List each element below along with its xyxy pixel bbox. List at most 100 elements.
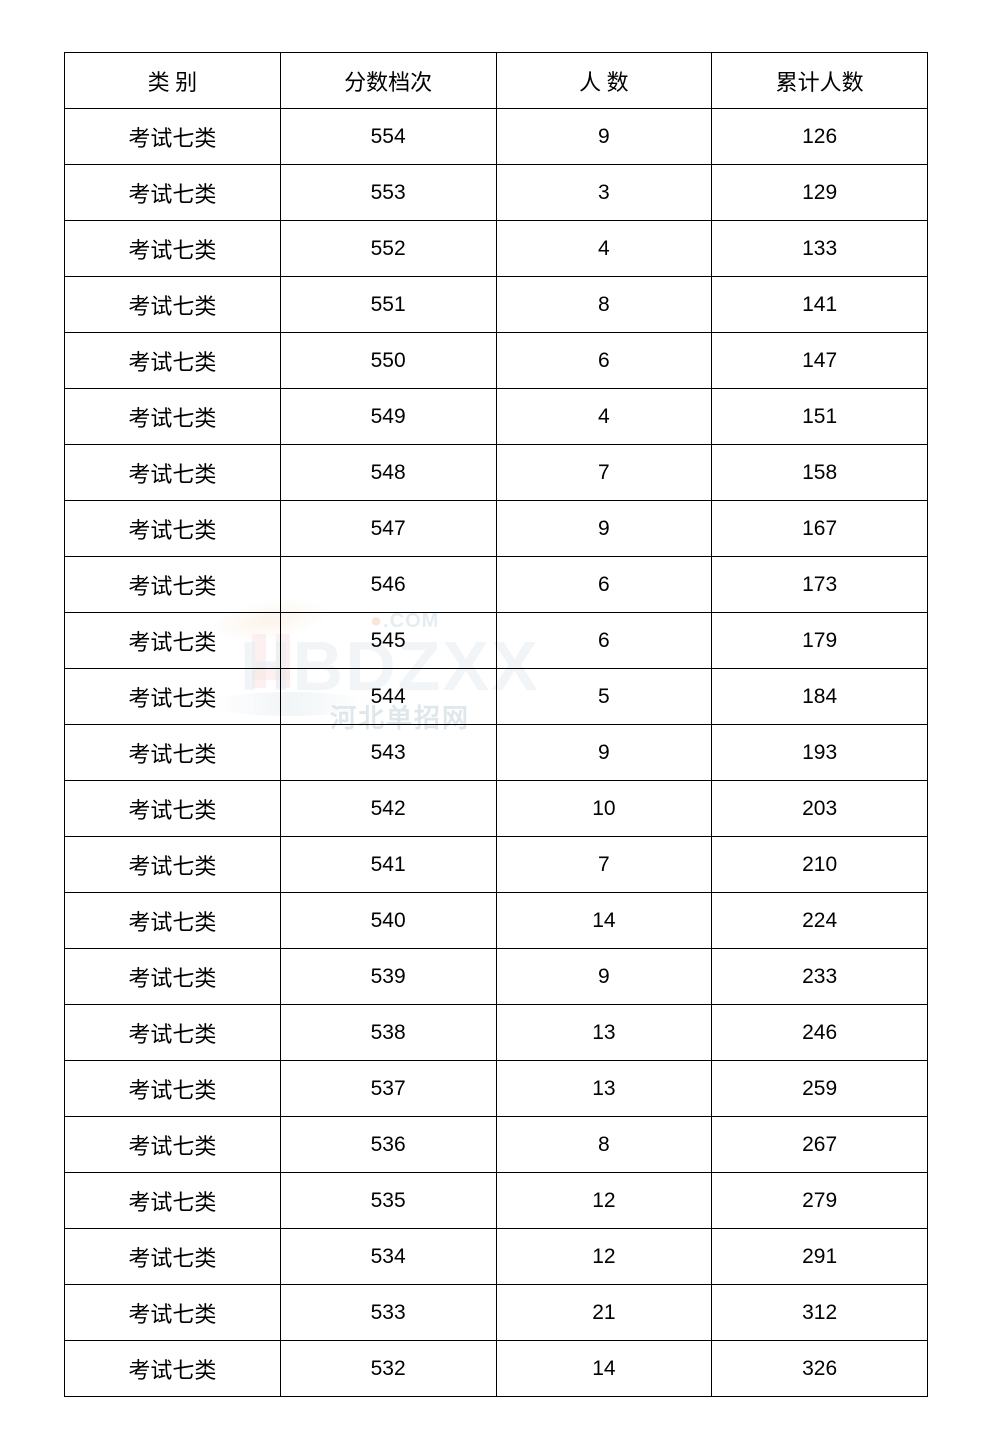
table-row: 考试七类5518141	[65, 277, 928, 333]
cell-count: 8	[496, 277, 712, 333]
cell-cumulative: 179	[712, 613, 928, 669]
cell-category: 考试七类	[65, 837, 281, 893]
cell-cumulative: 233	[712, 949, 928, 1005]
cell-cumulative: 291	[712, 1229, 928, 1285]
cell-cumulative: 173	[712, 557, 928, 613]
cell-score: 552	[280, 221, 496, 277]
score-table: 类 别 分数档次 人 数 累计人数 考试七类5549126考试七类5533129…	[64, 52, 928, 1397]
cell-count: 9	[496, 949, 712, 1005]
cell-count: 12	[496, 1229, 712, 1285]
cell-score: 553	[280, 165, 496, 221]
cell-cumulative: 312	[712, 1285, 928, 1341]
cell-count: 8	[496, 1117, 712, 1173]
cell-category: 考试七类	[65, 725, 281, 781]
cell-category: 考试七类	[65, 1117, 281, 1173]
cell-category: 考试七类	[65, 277, 281, 333]
cell-category: 考试七类	[65, 893, 281, 949]
table-row: 考试七类5417210	[65, 837, 928, 893]
page-container: 类 别 分数档次 人 数 累计人数 考试七类5549126考试七类5533129…	[0, 0, 992, 1449]
cell-score: 537	[280, 1061, 496, 1117]
table-row: 考试七类54210203	[65, 781, 928, 837]
cell-cumulative: 279	[712, 1173, 928, 1229]
cell-score: 549	[280, 389, 496, 445]
col-header-score: 分数档次	[280, 53, 496, 109]
cell-cumulative: 141	[712, 277, 928, 333]
cell-score: 548	[280, 445, 496, 501]
cell-count: 13	[496, 1061, 712, 1117]
cell-cumulative: 151	[712, 389, 928, 445]
cell-cumulative: 133	[712, 221, 928, 277]
cell-score: 536	[280, 1117, 496, 1173]
table-row: 考试七类5445184	[65, 669, 928, 725]
cell-cumulative: 267	[712, 1117, 928, 1173]
cell-category: 考试七类	[65, 165, 281, 221]
cell-cumulative: 210	[712, 837, 928, 893]
cell-cumulative: 167	[712, 501, 928, 557]
table-row: 考试七类5479167	[65, 501, 928, 557]
cell-score: 540	[280, 893, 496, 949]
table-row: 考试七类53214326	[65, 1341, 928, 1397]
cell-cumulative: 224	[712, 893, 928, 949]
table-row: 考试七类5399233	[65, 949, 928, 1005]
cell-score: 554	[280, 109, 496, 165]
cell-category: 考试七类	[65, 949, 281, 1005]
cell-cumulative: 126	[712, 109, 928, 165]
cell-category: 考试七类	[65, 1061, 281, 1117]
cell-category: 考试七类	[65, 669, 281, 725]
cell-count: 4	[496, 221, 712, 277]
cell-count: 5	[496, 669, 712, 725]
cell-score: 538	[280, 1005, 496, 1061]
table-row: 考试七类5487158	[65, 445, 928, 501]
cell-cumulative: 259	[712, 1061, 928, 1117]
col-header-cumulative: 累计人数	[712, 53, 928, 109]
cell-category: 考试七类	[65, 557, 281, 613]
cell-score: 541	[280, 837, 496, 893]
cell-category: 考试七类	[65, 445, 281, 501]
cell-count: 9	[496, 725, 712, 781]
cell-count: 13	[496, 1005, 712, 1061]
cell-count: 6	[496, 557, 712, 613]
cell-category: 考试七类	[65, 333, 281, 389]
cell-score: 551	[280, 277, 496, 333]
cell-category: 考试七类	[65, 1005, 281, 1061]
table-row: 考试七类5368267	[65, 1117, 928, 1173]
cell-score: 535	[280, 1173, 496, 1229]
table-row: 考试七类5494151	[65, 389, 928, 445]
cell-category: 考试七类	[65, 1173, 281, 1229]
cell-cumulative: 203	[712, 781, 928, 837]
cell-count: 14	[496, 893, 712, 949]
cell-category: 考试七类	[65, 1341, 281, 1397]
cell-cumulative: 184	[712, 669, 928, 725]
cell-category: 考试七类	[65, 501, 281, 557]
cell-count: 21	[496, 1285, 712, 1341]
cell-count: 3	[496, 165, 712, 221]
table-row: 考试七类53412291	[65, 1229, 928, 1285]
cell-category: 考试七类	[65, 613, 281, 669]
cell-score: 543	[280, 725, 496, 781]
cell-count: 10	[496, 781, 712, 837]
cell-category: 考试七类	[65, 221, 281, 277]
cell-category: 考试七类	[65, 781, 281, 837]
cell-category: 考试七类	[65, 1229, 281, 1285]
cell-category: 考试七类	[65, 389, 281, 445]
cell-category: 考试七类	[65, 1285, 281, 1341]
table-row: 考试七类5466173	[65, 557, 928, 613]
cell-count: 7	[496, 445, 712, 501]
table-body: 考试七类5549126考试七类5533129考试七类5524133考试七类551…	[65, 109, 928, 1397]
col-header-count: 人 数	[496, 53, 712, 109]
table-row: 考试七类5439193	[65, 725, 928, 781]
cell-count: 9	[496, 109, 712, 165]
cell-count: 6	[496, 613, 712, 669]
cell-score: 550	[280, 333, 496, 389]
table-row: 考试七类5533129	[65, 165, 928, 221]
table-row: 考试七类5506147	[65, 333, 928, 389]
cell-score: 542	[280, 781, 496, 837]
table-row: 考试七类53713259	[65, 1061, 928, 1117]
cell-cumulative: 326	[712, 1341, 928, 1397]
table-row: 考试七类53512279	[65, 1173, 928, 1229]
cell-cumulative: 158	[712, 445, 928, 501]
cell-category: 考试七类	[65, 109, 281, 165]
cell-count: 6	[496, 333, 712, 389]
cell-score: 533	[280, 1285, 496, 1341]
table-row: 考试七类53813246	[65, 1005, 928, 1061]
